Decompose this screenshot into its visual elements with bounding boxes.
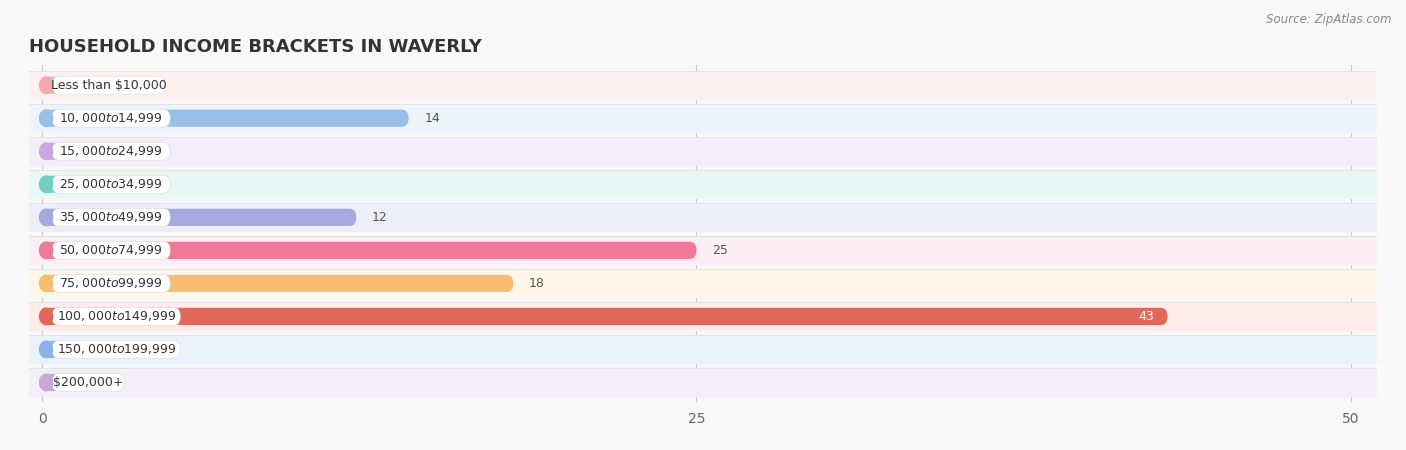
FancyBboxPatch shape bbox=[42, 76, 73, 94]
Text: 18: 18 bbox=[529, 277, 546, 290]
Text: 0: 0 bbox=[89, 376, 97, 389]
FancyBboxPatch shape bbox=[52, 374, 124, 392]
Text: $100,000 to $149,999: $100,000 to $149,999 bbox=[56, 310, 176, 324]
FancyBboxPatch shape bbox=[52, 307, 180, 325]
FancyBboxPatch shape bbox=[15, 203, 1376, 232]
Text: 0: 0 bbox=[89, 79, 97, 92]
FancyBboxPatch shape bbox=[15, 302, 1376, 331]
FancyBboxPatch shape bbox=[52, 175, 170, 194]
Text: 14: 14 bbox=[425, 112, 440, 125]
FancyBboxPatch shape bbox=[15, 104, 1376, 133]
FancyBboxPatch shape bbox=[15, 137, 1376, 166]
FancyBboxPatch shape bbox=[52, 208, 170, 226]
FancyBboxPatch shape bbox=[42, 209, 356, 226]
Text: 0: 0 bbox=[89, 343, 97, 356]
Circle shape bbox=[39, 341, 52, 358]
Text: Source: ZipAtlas.com: Source: ZipAtlas.com bbox=[1267, 14, 1392, 27]
FancyBboxPatch shape bbox=[52, 109, 170, 127]
Circle shape bbox=[39, 374, 52, 391]
Circle shape bbox=[39, 275, 52, 292]
Text: $75,000 to $99,999: $75,000 to $99,999 bbox=[59, 276, 163, 290]
FancyBboxPatch shape bbox=[42, 110, 409, 127]
FancyBboxPatch shape bbox=[42, 341, 73, 358]
Text: $150,000 to $199,999: $150,000 to $199,999 bbox=[56, 342, 176, 356]
Text: 0: 0 bbox=[89, 178, 97, 191]
FancyBboxPatch shape bbox=[52, 340, 180, 359]
FancyBboxPatch shape bbox=[15, 170, 1376, 199]
FancyBboxPatch shape bbox=[52, 274, 170, 292]
Text: 43: 43 bbox=[1139, 310, 1154, 323]
Circle shape bbox=[39, 176, 52, 193]
Text: HOUSEHOLD INCOME BRACKETS IN WAVERLY: HOUSEHOLD INCOME BRACKETS IN WAVERLY bbox=[30, 37, 482, 55]
Circle shape bbox=[39, 209, 52, 225]
FancyBboxPatch shape bbox=[42, 143, 73, 160]
Text: $200,000+: $200,000+ bbox=[53, 376, 124, 389]
FancyBboxPatch shape bbox=[42, 275, 513, 292]
Text: $10,000 to $14,999: $10,000 to $14,999 bbox=[59, 111, 163, 125]
FancyBboxPatch shape bbox=[15, 335, 1376, 364]
Text: $50,000 to $74,999: $50,000 to $74,999 bbox=[59, 243, 163, 257]
FancyBboxPatch shape bbox=[42, 176, 73, 193]
Circle shape bbox=[39, 143, 52, 159]
FancyBboxPatch shape bbox=[52, 76, 165, 94]
Circle shape bbox=[39, 77, 52, 94]
FancyBboxPatch shape bbox=[52, 142, 170, 160]
FancyBboxPatch shape bbox=[52, 241, 170, 259]
Circle shape bbox=[39, 308, 52, 324]
FancyBboxPatch shape bbox=[42, 308, 1167, 325]
Text: $35,000 to $49,999: $35,000 to $49,999 bbox=[59, 210, 163, 224]
Text: 25: 25 bbox=[713, 244, 728, 257]
Circle shape bbox=[39, 110, 52, 126]
Text: $25,000 to $34,999: $25,000 to $34,999 bbox=[59, 177, 163, 191]
FancyBboxPatch shape bbox=[15, 236, 1376, 265]
FancyBboxPatch shape bbox=[42, 242, 696, 259]
Text: Less than $10,000: Less than $10,000 bbox=[51, 79, 166, 92]
Circle shape bbox=[39, 242, 52, 259]
FancyBboxPatch shape bbox=[15, 269, 1376, 298]
FancyBboxPatch shape bbox=[15, 368, 1376, 397]
Text: 0: 0 bbox=[89, 145, 97, 158]
Text: 12: 12 bbox=[373, 211, 388, 224]
Text: $15,000 to $24,999: $15,000 to $24,999 bbox=[59, 144, 163, 158]
FancyBboxPatch shape bbox=[15, 71, 1376, 100]
FancyBboxPatch shape bbox=[42, 374, 73, 391]
